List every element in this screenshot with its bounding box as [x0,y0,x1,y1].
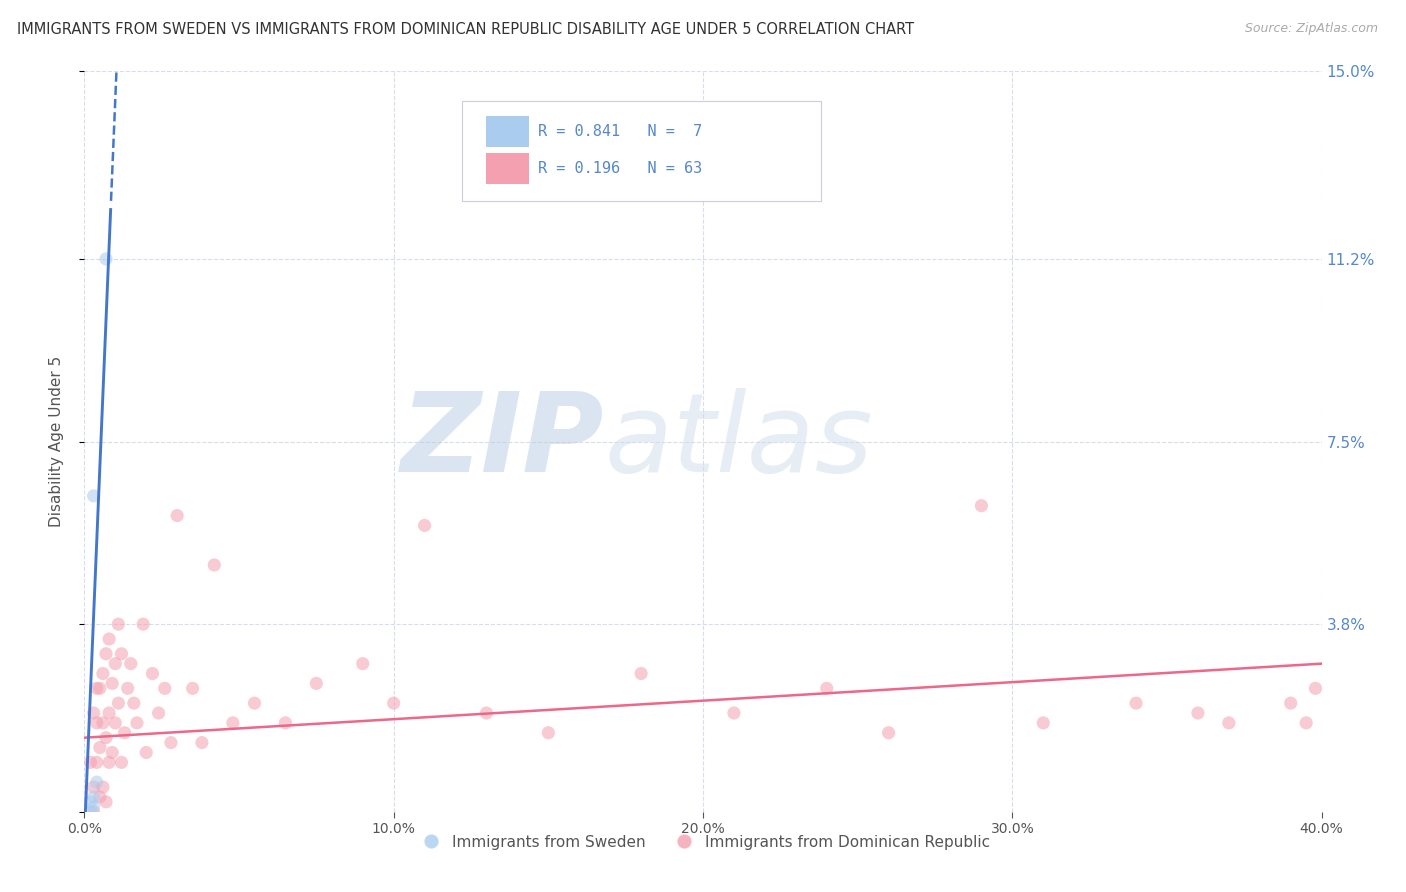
FancyBboxPatch shape [486,153,529,184]
Point [91,780,114,794]
Point [110,756,132,770]
Point [122,696,145,710]
Point [83,799,105,814]
Point [83,489,105,503]
Point [94,731,117,745]
Point [86,756,108,770]
Point [125,715,148,730]
Point [1218,715,1240,730]
Point [83,789,105,804]
Legend: Immigrants from Sweden, Immigrants from Dominican Republic: Immigrants from Sweden, Immigrants from … [409,829,997,856]
Point [89,681,111,696]
Point [104,657,127,671]
Point [107,617,129,632]
Point [114,725,136,739]
Point [120,657,142,671]
Point [132,617,155,632]
Point [91,666,114,681]
Point [91,715,114,730]
FancyBboxPatch shape [486,116,529,147]
Point [86,715,108,730]
Point [104,715,127,730]
Point [1187,706,1209,720]
Point [166,508,188,523]
Point [877,725,900,739]
Text: R = 0.841   N =  7: R = 0.841 N = 7 [538,124,703,139]
Point [83,780,105,794]
Point [101,746,124,760]
Y-axis label: Disability Age Under 5: Disability Age Under 5 [49,356,63,527]
Point [83,706,105,720]
Point [305,676,328,690]
Point [160,736,183,750]
Point [148,706,170,720]
Point [107,696,129,710]
Point [86,775,108,789]
Point [94,252,117,266]
Point [970,499,993,513]
Point [98,756,121,770]
Point [98,706,121,720]
Text: atlas: atlas [605,388,873,495]
Point [630,666,652,681]
Point [83,805,105,819]
Point [79,795,101,809]
Point [382,696,405,710]
Point [243,696,266,710]
Point [413,518,436,533]
Point [135,746,157,760]
Point [79,805,101,819]
Point [352,657,374,671]
Point [202,558,225,572]
Point [537,725,560,739]
Point [94,795,117,809]
FancyBboxPatch shape [461,101,821,201]
Point [475,706,498,720]
Point [110,647,132,661]
Point [1125,696,1147,710]
Point [274,715,297,730]
Text: IMMIGRANTS FROM SWEDEN VS IMMIGRANTS FROM DOMINICAN REPUBLIC DISABILITY AGE UNDE: IMMIGRANTS FROM SWEDEN VS IMMIGRANTS FRO… [17,22,914,37]
Point [181,681,204,696]
Point [79,756,101,770]
Point [191,736,214,750]
Point [815,681,838,696]
Text: Source: ZipAtlas.com: Source: ZipAtlas.com [1244,22,1378,36]
Point [1032,715,1054,730]
Point [101,676,124,690]
Point [153,681,176,696]
Point [98,632,121,646]
Point [1305,681,1327,696]
Point [1279,696,1302,710]
Point [141,666,163,681]
Text: R = 0.196   N = 63: R = 0.196 N = 63 [538,161,703,176]
Point [723,706,745,720]
Point [94,647,117,661]
Point [86,681,108,696]
Text: ZIP: ZIP [401,388,605,495]
Point [89,740,111,755]
Point [117,681,139,696]
Point [222,715,245,730]
Point [89,789,111,804]
Point [1295,715,1317,730]
